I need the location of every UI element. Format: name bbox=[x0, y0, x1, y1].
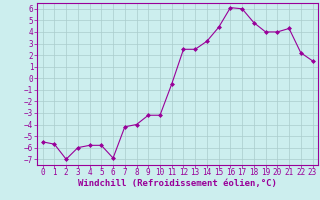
X-axis label: Windchill (Refroidissement éolien,°C): Windchill (Refroidissement éolien,°C) bbox=[78, 179, 277, 188]
